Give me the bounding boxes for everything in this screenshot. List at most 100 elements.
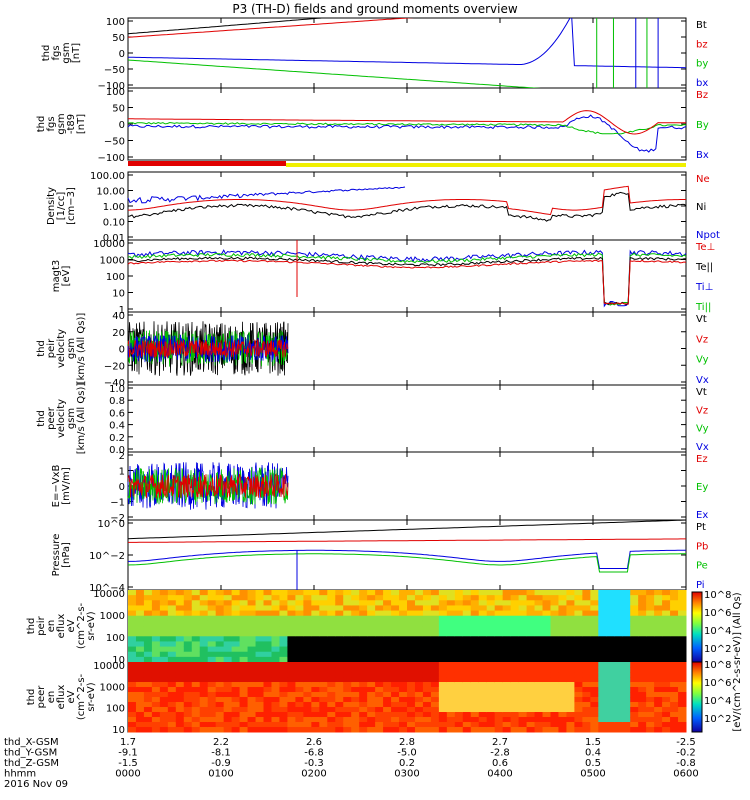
spec-cell (175, 620, 185, 627)
spec-cell (239, 610, 249, 617)
spec-cell (534, 667, 544, 673)
spec-cell (295, 667, 304, 673)
spec-cell (191, 636, 201, 642)
y-label-line: eflux (56, 685, 67, 710)
y-label-line: en (46, 620, 57, 633)
spec-cell (454, 641, 464, 648)
spec-cell (550, 641, 559, 648)
spec-cell (159, 697, 169, 703)
spec-cell (502, 722, 512, 728)
spec-cell (654, 615, 663, 622)
spec-cell (167, 722, 177, 728)
spec-cell (407, 615, 416, 622)
spec-cell (167, 590, 177, 596)
spec-cell (422, 667, 432, 673)
spec-cell (311, 631, 320, 637)
spec-cell (207, 615, 217, 622)
spec-cell (159, 600, 169, 606)
spec-cell (303, 631, 312, 637)
spec-cell (526, 615, 536, 622)
spec-cell (311, 656, 320, 663)
spec-cell (319, 626, 328, 632)
axis-row-value: 2.2 (213, 737, 229, 748)
spec-cell (510, 605, 520, 612)
spec-cell (311, 662, 320, 668)
spec-cell (638, 600, 647, 606)
spec-cell (510, 656, 520, 663)
spec-cell (518, 677, 528, 683)
spec-cell (255, 595, 265, 601)
spec-cell (486, 682, 496, 688)
legend-ni: Ni (696, 202, 706, 213)
spec-cell (327, 651, 336, 658)
spec-cell (518, 717, 528, 723)
spec-cell (614, 687, 623, 693)
spec-cell (391, 626, 400, 632)
colorbar-tick: 10^2 (704, 714, 731, 725)
spec-cell (351, 615, 360, 622)
spec-cell (175, 590, 185, 596)
spec-cell (566, 605, 575, 612)
spec-cell (510, 682, 520, 688)
spec-cell (566, 651, 575, 658)
spec-cell (414, 722, 424, 728)
spec-cell (327, 672, 336, 678)
spec-cell (502, 600, 512, 606)
spec-cell (470, 605, 480, 612)
spec-cell (135, 667, 145, 673)
spec-cell (351, 712, 360, 718)
spec-cell (430, 687, 440, 693)
spec-cell (279, 687, 288, 693)
spec-cell (558, 667, 567, 673)
spec-cell (343, 641, 352, 648)
spec-cell (574, 626, 583, 632)
spec-cell (670, 600, 679, 606)
spec-cell (670, 692, 679, 698)
spec-cell (191, 722, 201, 728)
spec-cell (574, 620, 583, 627)
spec-cell (215, 636, 225, 642)
spec-cell (231, 712, 241, 718)
axis-row-value: 0600 (673, 769, 698, 780)
spec-cell (159, 631, 169, 637)
colorbar-tick: 10^4 (704, 626, 731, 637)
spec-cell (478, 707, 488, 713)
spec-cell (598, 722, 607, 728)
spec-cell (574, 687, 583, 693)
spec-cell (622, 712, 631, 718)
spec-cell (159, 727, 169, 733)
spec-cell (271, 600, 280, 606)
spec-cell (239, 651, 249, 658)
spec-cell (606, 626, 615, 632)
spec-cell (542, 626, 551, 632)
spec-cell (462, 651, 472, 658)
spec-cell (566, 712, 575, 718)
spec-cell (327, 600, 336, 606)
spec-cell (486, 605, 496, 612)
spec-cell (247, 605, 257, 612)
spec-cell (351, 595, 360, 601)
legend-vy: Vy (696, 355, 709, 366)
spec-cell (223, 610, 233, 617)
spec-cell (478, 595, 488, 601)
spec-cell (654, 620, 663, 627)
spec-cell (175, 626, 185, 632)
spec-cell (199, 707, 209, 713)
spec-cell (311, 722, 320, 728)
spec-cell (239, 667, 249, 673)
spec-cell (391, 636, 400, 642)
legend-vy: Vy (696, 424, 709, 435)
spec-cell (375, 636, 384, 642)
spec-cell (630, 646, 639, 653)
y-axis-label: thd fgs gsm -t89 [nT] (36, 113, 87, 134)
legend-bz: Bz (696, 90, 708, 101)
spec-cell (295, 677, 304, 683)
spec-cell (191, 727, 201, 733)
spec-cell (654, 631, 663, 637)
spec-cell (247, 646, 257, 653)
spec-cell (654, 636, 663, 642)
spec-cell (239, 692, 249, 698)
spec-cell (502, 667, 512, 673)
spec-cell (550, 687, 559, 693)
